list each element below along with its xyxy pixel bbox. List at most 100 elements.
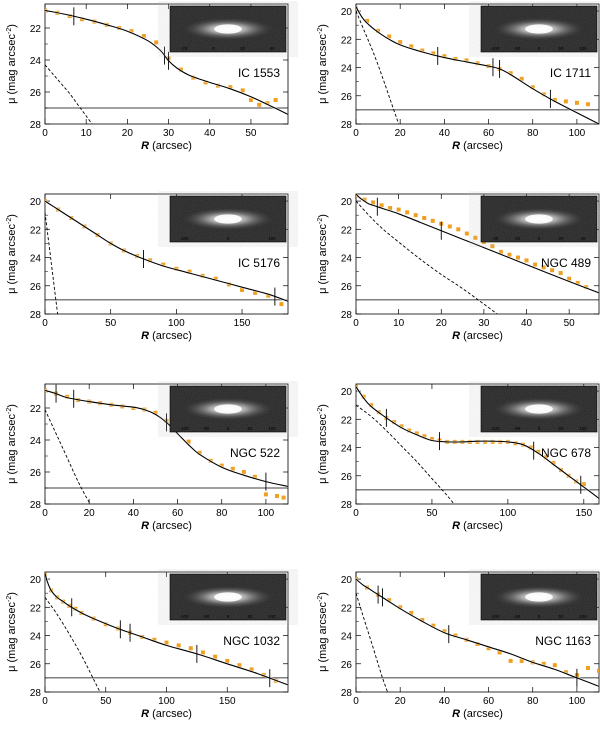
y-tick-label: 26 [30,88,42,99]
data-point [153,410,158,415]
data-point [422,216,427,220]
y-tick-label: 22 [341,225,353,236]
data-point [237,663,242,668]
y-tick-label: 24 [341,64,353,75]
plot-area [356,384,599,504]
data-point [187,269,192,274]
inset-tick-label: 50 [558,46,564,51]
data-point [263,492,268,497]
data-point [430,218,435,223]
galaxy-inset-image: -100 -50 0 50 100 [480,5,598,53]
inset-tick-label: 100 [268,236,276,241]
x-tick-label: 0 [353,318,359,329]
data-point [550,268,555,273]
data-point [188,646,193,651]
data-point [398,40,403,45]
data-point [552,663,557,668]
y-tick-label: 26 [341,660,353,671]
inset-tick-label: -50 [203,426,210,431]
y-tick-label: 24 [341,632,353,643]
inset-tick-label: 20 [240,46,246,51]
data-point [257,102,262,107]
data-point [266,293,271,298]
x-tick-label: 40 [204,128,216,139]
plot-frame [355,193,600,315]
inset-tick-label: 100 [579,614,587,619]
y-tick-label: 24 [30,436,42,447]
data-point [490,244,495,249]
data-point [558,271,563,276]
x-tick-label: 100 [168,318,185,329]
plot-frame [355,571,600,693]
inset-tick-label: 40 [580,236,586,241]
y-tick-label: 24 [30,254,42,265]
data-point [365,18,370,23]
x-tick-label: 40 [439,128,451,139]
data-point [507,252,512,257]
y-tick-label: 26 [30,660,42,671]
model-profile [356,386,599,499]
plot-frame [44,3,289,125]
x-tick-label: 150 [219,696,236,707]
x-axis-label: R (arcsec) [452,140,503,152]
data-point [456,227,461,232]
x-axis-label: R (arcsec) [141,708,192,720]
data-point [567,276,572,281]
y-tick-label: 24 [341,444,353,455]
galaxy-name-label: IC 5176 [238,256,280,270]
x-tick-label: 80 [527,128,539,139]
y-tick-label: 24 [30,632,42,643]
galaxy-inset-image: -100 -50 0 50 100 [480,385,598,433]
model-profile [45,200,288,302]
plot-area [45,572,288,692]
galaxy-name-label: NGC 489 [541,256,591,270]
x-tick-label: 20 [122,128,134,139]
x-tick-label: 100 [569,696,586,707]
data-point [240,288,245,292]
x-tick-label: 50 [426,508,438,519]
data-point [497,650,502,655]
data-point [541,265,546,270]
y-tick-label: 24 [341,254,353,265]
data-point [141,34,146,38]
inset-tick-label: 0 [227,236,230,241]
y-tick-label: 22 [341,415,353,426]
galaxy-inset-image: -100 -50 0 50 100 [480,573,598,621]
data-point [200,650,205,655]
x-axis-label: R (arcsec) [452,520,503,532]
data-point [176,643,181,648]
data-point [422,434,427,439]
x-tick-label: 20 [395,128,407,139]
x-axis-label: R (arcsec) [141,330,192,342]
y-tick-label: 28 [341,500,353,511]
inset-tick-label: -100 [490,46,500,51]
y-tick-label: 22 [30,225,42,236]
data-point [574,100,579,105]
x-tick-label: 100 [569,128,586,139]
data-point [253,290,258,295]
x-tick-label: 40 [128,508,140,519]
y-tick-label: 28 [30,500,42,511]
y-tick-label: 22 [30,404,42,415]
inset-tick-label: 100 [268,614,276,619]
data-point [230,466,235,471]
x-tick-label: 50 [564,318,576,329]
panel-ngc-489: 0 10 20 30 40 50 20 22 24 26 28 -40 -20 0 20 40 NGC 489 R… [317,193,600,342]
y-axis-label: μ (mag arcsec-2) [6,24,18,104]
panel-ngc-1163: 0 20 40 60 80 100 20 22 24 26 28 -100 -50 0 50 100 NGC 1… [317,571,600,720]
data-point [508,658,513,663]
plot-area [45,384,288,504]
y-axis-label: μ (mag arcsec-2) [6,214,18,294]
galaxy-inset-image: -100 -50 0 50 100 [169,385,287,433]
data-point [519,76,524,81]
y-tick-label: 26 [341,472,353,483]
data-point [164,640,169,645]
model-profile [45,573,288,686]
data-point [161,262,166,267]
x-tick-label: 10 [81,128,93,139]
y-tick-label: 24 [30,56,42,67]
data-point [249,667,254,672]
galaxy-name-label: IC 1711 [550,66,591,80]
y-tick-label: 20 [30,575,42,586]
y-tick-label: 22 [341,603,353,614]
